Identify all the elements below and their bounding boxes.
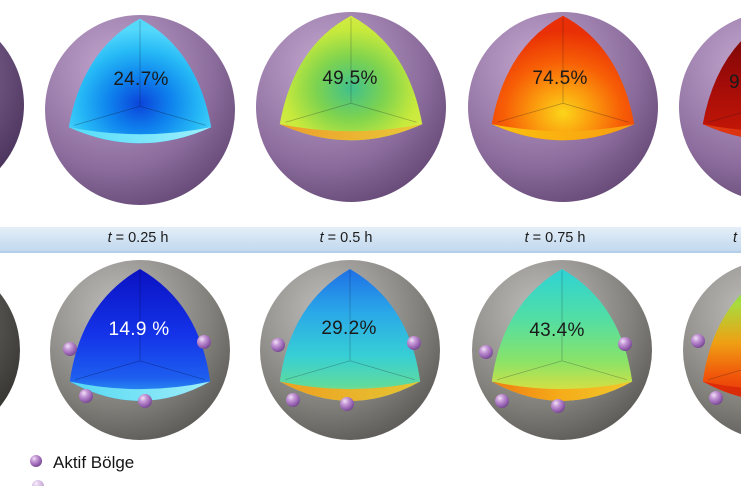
cutaway-wedge-icon	[279, 269, 421, 401]
active-region-marker	[495, 394, 509, 408]
sphere-bottom-partial-right	[683, 260, 741, 440]
time-symbol: t	[733, 230, 738, 246]
time-value: = 0.5 h	[327, 230, 373, 246]
sphere-surface	[0, 260, 20, 440]
time-label-1: t = 0.25 h	[108, 230, 169, 246]
percent-label-bottom-3: 43.4%	[529, 320, 585, 341]
legend-label: Aktif Bölge	[53, 453, 135, 472]
time-value: = 0.75 h	[532, 230, 586, 246]
time-symbol: t	[524, 230, 529, 246]
cutaway-wedge-icon	[68, 18, 212, 144]
active-region-marker	[340, 397, 354, 411]
sphere-bottom-2	[260, 260, 440, 440]
active-region-marker	[63, 342, 77, 356]
active-region-marker	[271, 338, 285, 352]
percent-label-top-2: 49.5%	[322, 68, 378, 89]
legend-marker-partial	[32, 480, 44, 486]
sphere-top-partial-left	[0, 10, 24, 200]
cutaway-wedge-icon	[69, 269, 211, 401]
percent-label-top-1: 24.7%	[113, 69, 169, 90]
percent-label-bottom-1: 14.9 %	[108, 319, 170, 340]
cutaway-wedge-icon	[491, 15, 635, 141]
timeline-band: t = 0.25 h t = 0.5 h t = 0.75 h t	[0, 227, 741, 253]
sphere-top-partial-right	[679, 12, 741, 202]
percent-label-top-4-partial: 9	[729, 72, 740, 93]
sphere-top-1	[45, 15, 235, 205]
legend-marker-icon	[30, 455, 42, 467]
active-region-marker	[618, 337, 632, 351]
active-region-marker	[79, 389, 93, 403]
active-region-marker	[709, 391, 723, 405]
time-value: = 0.25 h	[115, 230, 169, 246]
time-symbol: t	[107, 230, 112, 246]
sphere-bottom-partial-left	[0, 260, 20, 440]
active-region-marker	[138, 394, 152, 408]
sphere-surface	[0, 10, 24, 200]
sphere-top-2	[256, 12, 446, 202]
cutaway-wedge-icon	[491, 269, 633, 401]
time-label-2: t = 0.5 h	[320, 230, 373, 246]
active-region-marker	[551, 399, 565, 413]
active-region-marker	[286, 393, 300, 407]
cutaway-wedge-icon	[702, 41, 741, 137]
active-region-marker	[407, 336, 421, 350]
time-label-4-partial: t	[733, 230, 741, 246]
sphere-top-3	[468, 12, 658, 202]
active-region-marker	[197, 335, 211, 349]
active-region-marker	[479, 345, 493, 359]
percent-label-bottom-2: 29.2%	[321, 318, 377, 339]
cutaway-wedge-icon	[702, 294, 741, 397]
cutaway-wedge-icon	[279, 15, 423, 141]
percent-label-top-3: 74.5%	[532, 68, 588, 89]
time-symbol: t	[319, 230, 324, 246]
time-label-3: t = 0.75 h	[525, 230, 586, 246]
sphere-bottom-1	[50, 260, 230, 440]
active-region-marker	[691, 334, 705, 348]
